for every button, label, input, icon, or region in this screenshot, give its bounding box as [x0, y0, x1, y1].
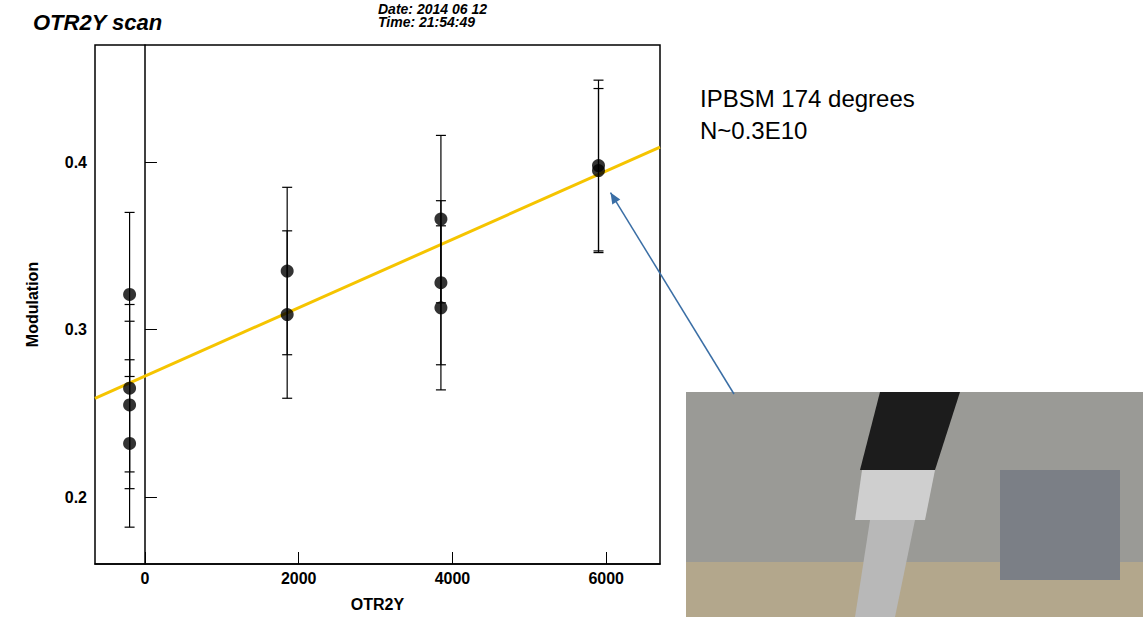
svg-text:2000: 2000 [281, 570, 317, 587]
svg-text:4000: 4000 [435, 570, 471, 587]
svg-text:0: 0 [141, 570, 150, 587]
svg-text:OTR2Y: OTR2Y [351, 596, 405, 613]
svg-text:0.3: 0.3 [65, 321, 87, 338]
svg-text:Date: 2014 06 12: Date: 2014 06 12 [378, 1, 487, 17]
svg-text:IPBSM 174 degrees: IPBSM 174 degrees [700, 85, 915, 112]
svg-text:6000: 6000 [588, 570, 624, 587]
svg-text:N~0.3E10: N~0.3E10 [700, 117, 807, 144]
svg-text:0.2: 0.2 [65, 489, 87, 506]
svg-text:0.4: 0.4 [65, 154, 87, 171]
svg-text:Modulation: Modulation [24, 262, 41, 347]
svg-text:OTR2Y scan: OTR2Y scan [33, 10, 162, 35]
svg-text:Time: 21:54:49: Time: 21:54:49 [378, 14, 475, 30]
